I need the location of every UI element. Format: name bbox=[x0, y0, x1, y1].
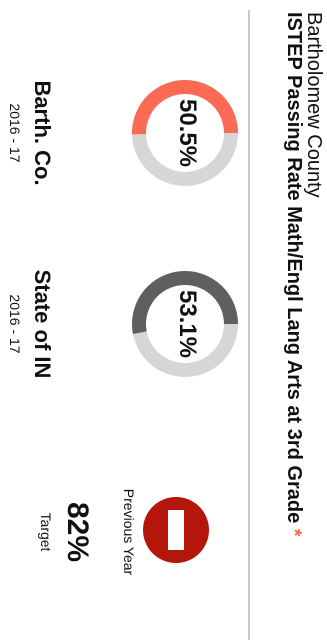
required-asterisk: * bbox=[283, 528, 305, 537]
county-subtitle: Bartholomew County bbox=[303, 12, 325, 198]
target-label: Target bbox=[38, 512, 54, 552]
label-barth-co: Barth. Co. bbox=[30, 80, 55, 186]
gauge-value-barth-co: 50.5% bbox=[174, 98, 201, 168]
page-title: ISTEP Passing Rate Math/Engl Lang Arts a… bbox=[282, 12, 305, 537]
gauge-arc-state-of-in bbox=[132, 271, 238, 377]
gauge-value-state-of-in: 53.1% bbox=[174, 289, 201, 359]
previous-year-label: Previous Year bbox=[121, 488, 137, 576]
gauge-state-of-in bbox=[132, 271, 238, 377]
target-value: 82% bbox=[61, 501, 94, 563]
gauge-arc-barth-co bbox=[132, 80, 238, 186]
gauge-barth-co bbox=[132, 80, 238, 186]
period-state-of-in: 2016 - 17 bbox=[7, 294, 23, 354]
page-title-text: ISTEP Passing Rate Math/Engl Lang Arts a… bbox=[283, 12, 305, 524]
label-state-of-in: State of IN bbox=[30, 269, 55, 379]
no-entry-icon bbox=[143, 497, 209, 563]
divider bbox=[248, 10, 250, 640]
period-barth-co: 2016 - 17 bbox=[7, 103, 23, 163]
